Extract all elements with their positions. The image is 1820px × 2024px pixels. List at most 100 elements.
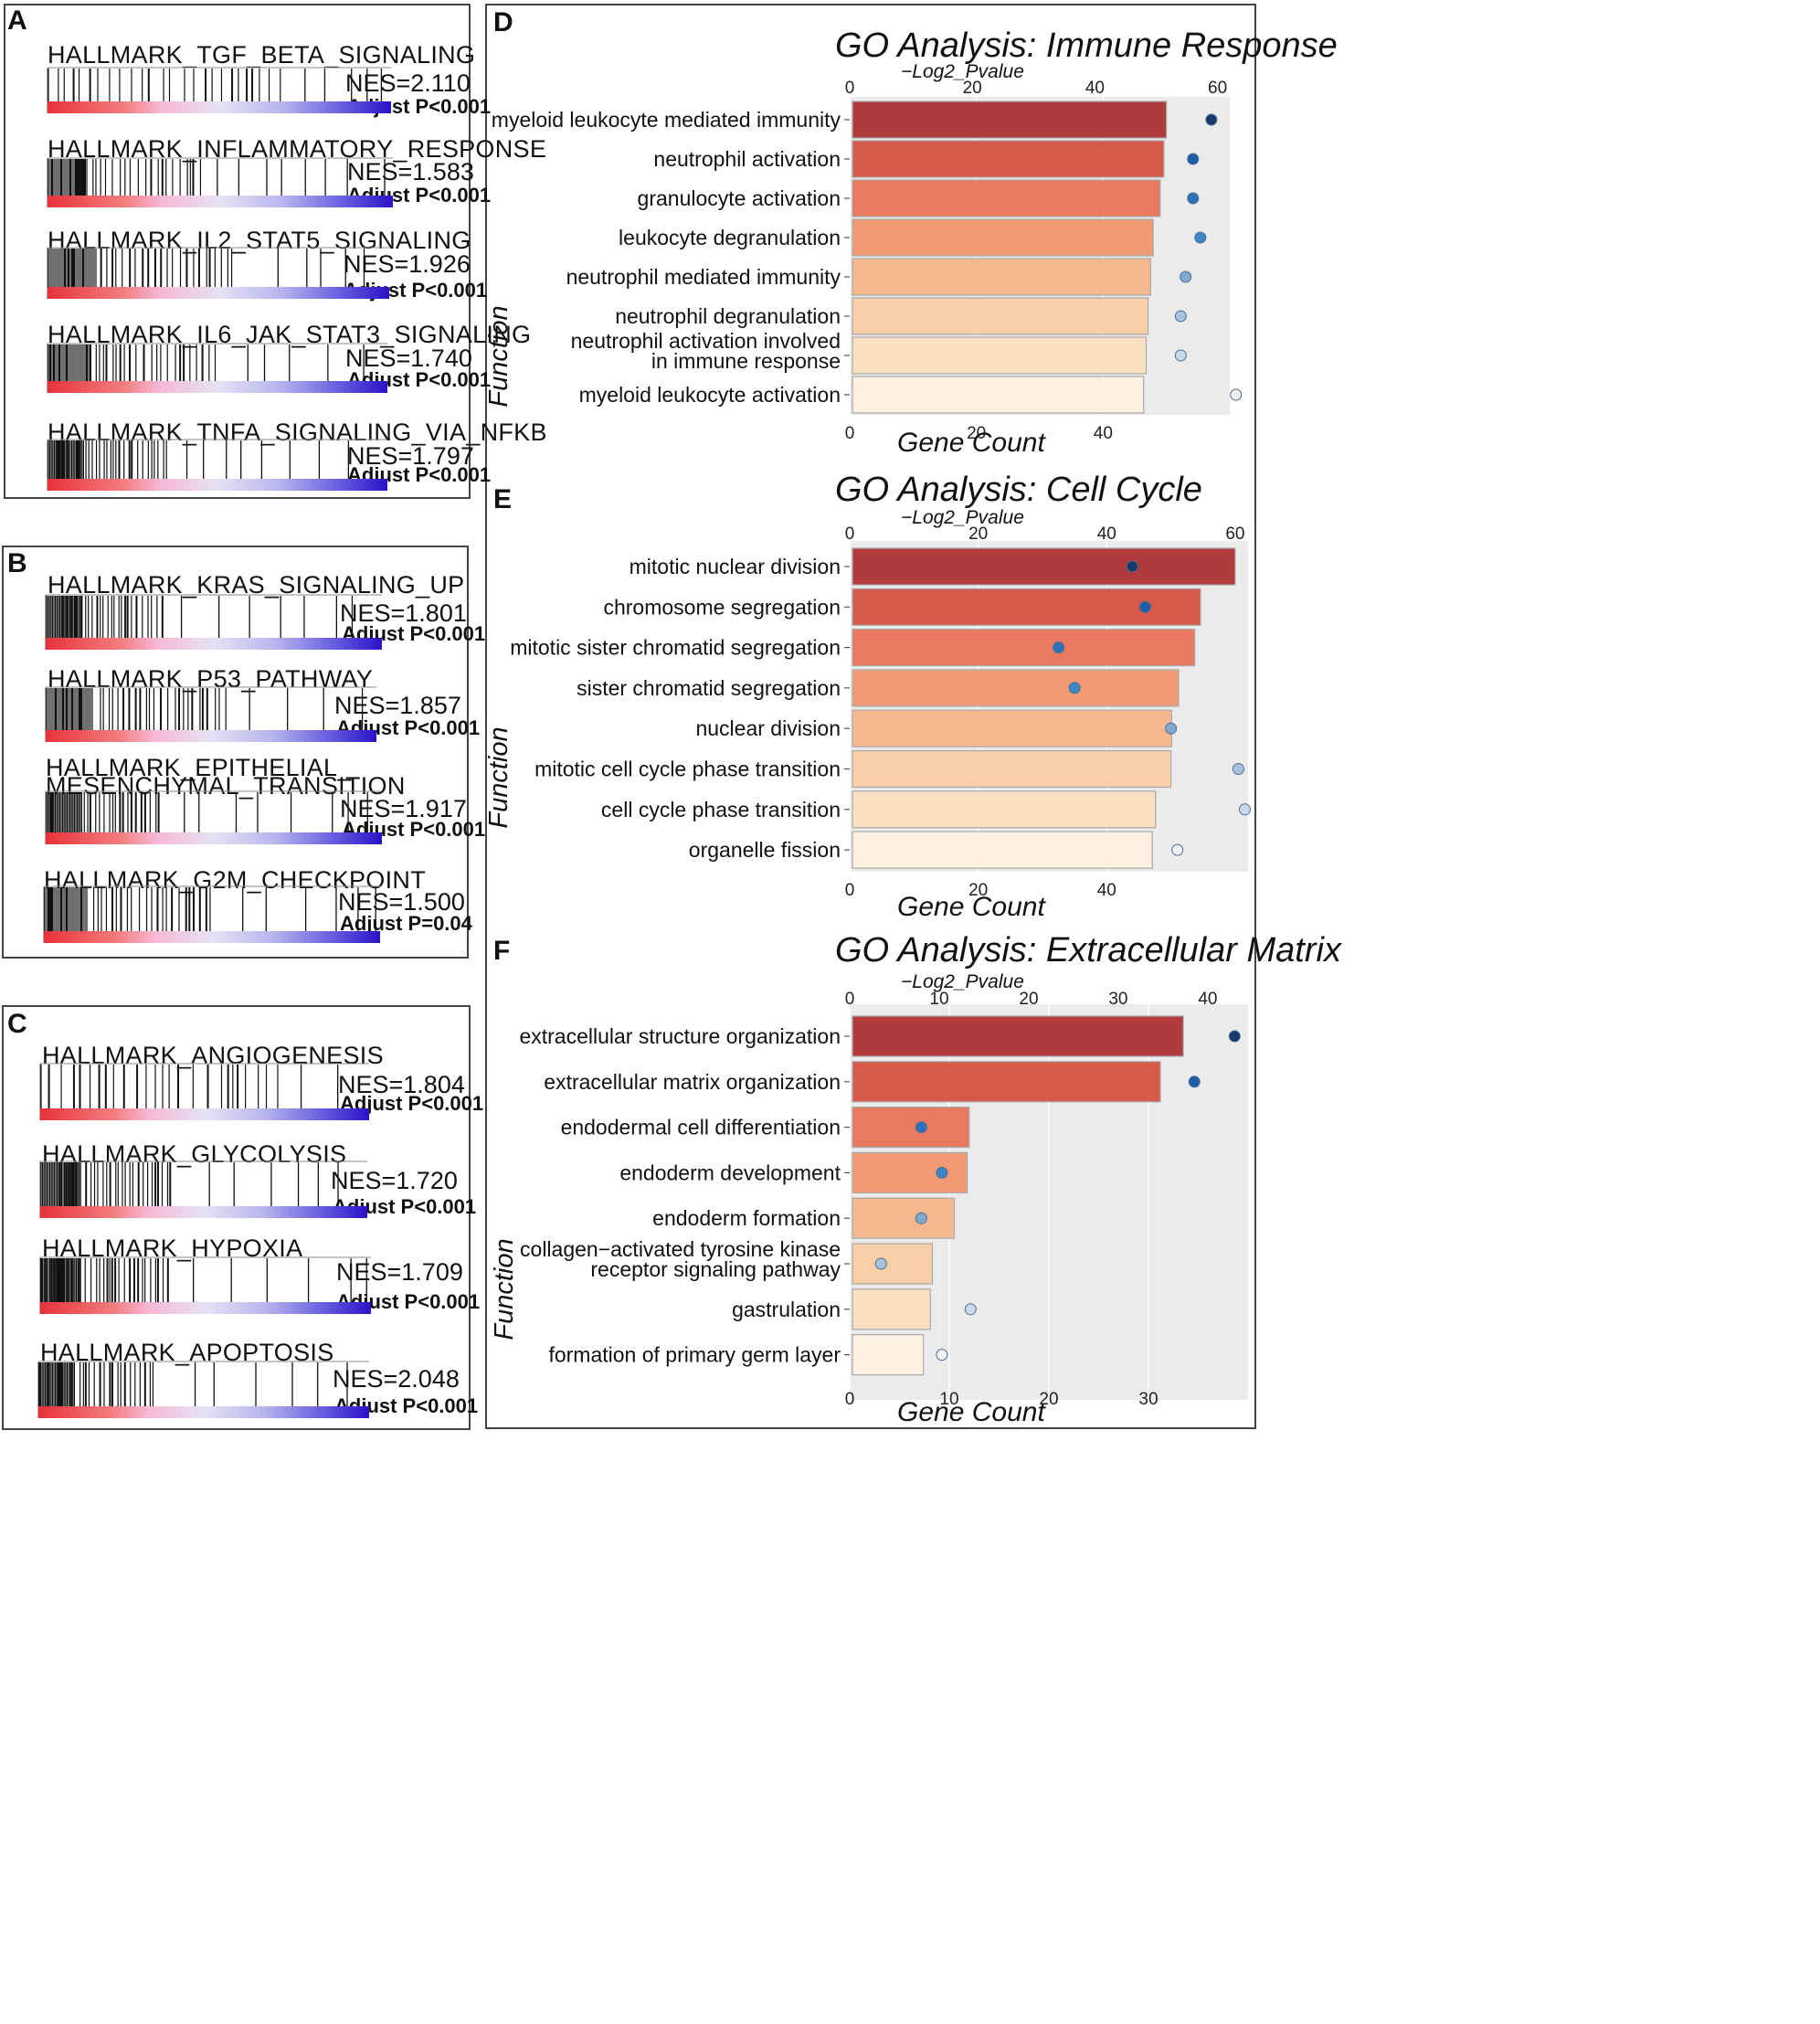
top-tick-label: 20	[968, 525, 988, 544]
gsea-rank-gradient	[40, 1302, 371, 1314]
bar	[852, 1106, 970, 1149]
panel-letter-d: D	[493, 7, 513, 37]
category-label: neutrophil mediated immunity	[566, 265, 841, 289]
gsea-rank-gradient	[48, 196, 393, 207]
pvalue-point	[1205, 113, 1218, 126]
top-tick-label: 20	[1019, 990, 1038, 1009]
gsea-strip	[39, 1256, 371, 1314]
pvalue-point	[1238, 803, 1251, 816]
pvalue-point	[1188, 1076, 1201, 1088]
gsea-rank-gradient	[46, 832, 382, 844]
pvalue-point	[1187, 192, 1200, 205]
x-tick-label: 10	[939, 1390, 958, 1409]
gsea-strip	[45, 594, 382, 650]
category-label: mitotic cell cycle phase transition	[534, 758, 841, 781]
bar	[852, 1243, 934, 1285]
pvalue-point	[1174, 349, 1187, 362]
bar	[852, 1015, 1184, 1057]
y-axis-label: Function	[490, 1238, 519, 1340]
pvalue-point	[915, 1212, 927, 1224]
gsea-strip	[45, 790, 382, 844]
category-label: neutrophil activation involved	[571, 329, 841, 353]
category-label: receptor signaling pathway	[590, 1257, 841, 1281]
x-tick-label: 0	[845, 1390, 855, 1409]
gsea-name: HALLMARK_KRAS_SIGNALING_UP	[48, 571, 465, 599]
top-tick-label: 0	[845, 525, 855, 544]
top-tick-label: 30	[1108, 990, 1127, 1009]
bar	[852, 628, 1196, 667]
gsea-rank-gradient	[44, 931, 380, 943]
y-axis-label: Function	[484, 305, 513, 407]
gsea-name: HALLMARK_TGF_BETA_SIGNALING	[48, 41, 476, 69]
category-label: endodermal cell differentiation	[561, 1116, 841, 1139]
gsea-rank-gradient	[48, 479, 387, 491]
gsea-strip	[47, 247, 389, 299]
x-axis-label: Gene Count	[897, 892, 1046, 922]
top-axis-label: −Log2_Pvalue	[901, 971, 1024, 992]
pvalue-point	[936, 1349, 948, 1362]
gsea-nes: NES=2.110	[345, 69, 471, 97]
bar	[852, 258, 1151, 296]
bar	[852, 218, 1154, 257]
top-axis-label: −Log2_Pvalue	[901, 507, 1024, 528]
pvalue-point	[1126, 560, 1138, 573]
category-label: sister chromatid segregation	[577, 676, 841, 700]
category-label: neutrophil activation	[653, 147, 841, 171]
gsea-strip	[47, 343, 387, 393]
gsea-rank-gradient	[40, 1206, 367, 1218]
top-tick-label: 60	[1225, 525, 1244, 544]
pvalue-point	[1194, 231, 1207, 244]
category-label: extracellular matrix organization	[544, 1070, 841, 1094]
bar	[852, 831, 1153, 869]
gsea-strip	[45, 686, 376, 742]
category-label: organelle fission	[689, 838, 841, 862]
category-label: mitotic sister chromatid segregation	[510, 636, 841, 660]
gsea-pvalue: Adjust P=0.04	[340, 912, 472, 935]
bar	[852, 1333, 925, 1376]
pvalue-point	[1232, 763, 1244, 775]
category-label: leukocyte degranulation	[619, 226, 841, 249]
pvalue-point	[915, 1121, 927, 1134]
pvalue-point	[1138, 600, 1151, 613]
top-tick-label: 60	[1208, 79, 1227, 98]
category-label: gastrulation	[732, 1298, 841, 1321]
top-tick-label: 40	[1085, 79, 1105, 98]
gsea-name: HALLMARK_G2M_CHECKPOINT	[44, 866, 427, 894]
gsea-rank-gradient	[48, 101, 391, 113]
bar	[852, 669, 1180, 707]
top-tick-label: 10	[929, 990, 948, 1009]
category-label: cell cycle phase transition	[601, 798, 841, 821]
go-chart-title: GO Analysis: Extracellular Matrix	[835, 931, 1343, 970]
gsea-nes: NES=1.797	[347, 442, 474, 470]
x-tick-label: 40	[1097, 881, 1116, 900]
go-chart-title: GO Analysis: Cell Cycle	[835, 471, 1202, 509]
top-tick-label: 0	[845, 990, 855, 1009]
top-tick-label: 0	[845, 79, 855, 98]
gsea-rank-gradient	[48, 287, 389, 299]
bar	[852, 1151, 968, 1194]
x-tick-label: 0	[845, 881, 855, 900]
pvalue-point	[874, 1257, 887, 1270]
category-label: formation of primary germ layer	[548, 1343, 841, 1367]
top-tick-label: 40	[1198, 990, 1217, 1009]
x-tick-label: 20	[968, 881, 988, 900]
category-label: nuclear division	[695, 716, 841, 740]
gsea-nes: NES=1.801	[340, 599, 467, 627]
gsea-nes: NES=2.048	[333, 1365, 460, 1393]
x-tick-label: 0	[845, 424, 855, 443]
gsea-strip	[37, 1361, 369, 1418]
gsea-name: HALLMARK_GLYCOLYSIS	[42, 1140, 347, 1168]
pvalue-point	[1228, 1030, 1241, 1043]
bar	[852, 297, 1149, 335]
pvalue-point	[1187, 153, 1200, 165]
y-axis-label: Function	[484, 726, 513, 828]
pvalue-point	[1174, 310, 1187, 323]
bar	[852, 376, 1145, 414]
gsea-nes: NES=1.857	[334, 692, 461, 719]
bar	[852, 179, 1161, 217]
gsea-rank-gradient	[48, 381, 387, 393]
gsea-strip	[47, 67, 391, 113]
gsea-nes: NES=1.709	[336, 1258, 463, 1286]
category-label: granulocyte activation	[638, 186, 841, 210]
